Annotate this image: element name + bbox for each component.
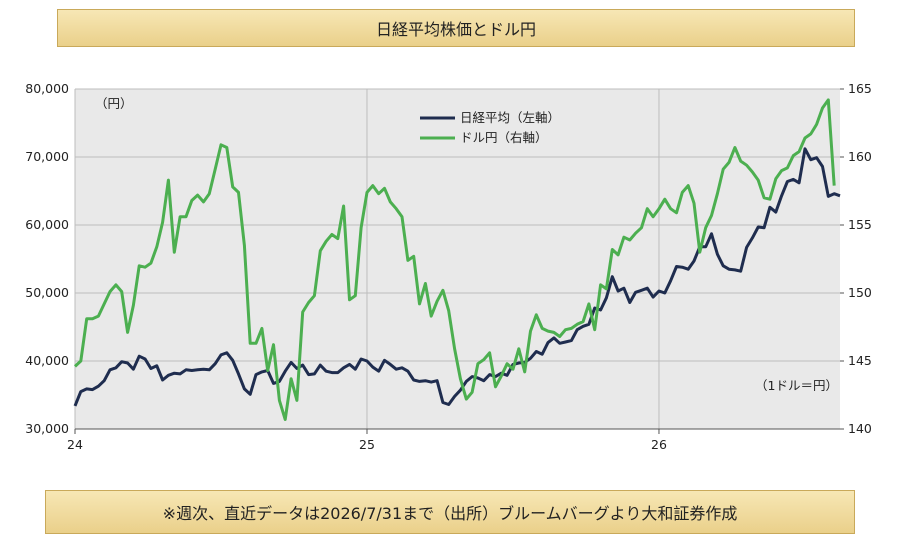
chart: 30,000 40,000 50,000 60,000 70,000 80,000 140… — [25, 81, 872, 452]
series-line-1 — [73, 147, 841, 407]
plot-background — [75, 89, 840, 429]
source-note: ※週次、直近データは2026/7/31まで（出所）ブルームバーグより大和証券作成 — [162, 504, 738, 523]
right-axis-unit-label: （1ドル＝円） — [755, 378, 838, 393]
left-tick-label: 80,000 — [25, 81, 69, 96]
left-tick-label: 30,000 — [25, 421, 69, 436]
right-tick-label: 145 — [848, 353, 872, 368]
left-tick-label: 50,000 — [25, 285, 69, 300]
series-line-2 — [73, 98, 836, 421]
legend-label-2: ドル円（右軸） — [460, 130, 548, 145]
x-tick-label: 26 — [651, 437, 667, 452]
left-tick-label: 60,000 — [25, 217, 69, 232]
x-tick-label: 25 — [359, 437, 375, 452]
left-axis-ticks: 30,000 40,000 50,000 60,000 70,000 80,000 — [25, 81, 69, 436]
left-axis-unit-label: （円） — [95, 96, 133, 111]
x-tick-label: 24 — [67, 437, 83, 452]
legend-label-1: 日経平均（左軸） — [460, 110, 560, 125]
legend: 日経平均（左軸） ドル円（右軸） — [420, 110, 560, 145]
left-tick-label: 40,000 — [25, 353, 69, 368]
left-tick-label: 70,000 — [25, 149, 69, 164]
chart-title: 日経平均株価とドル円 — [375, 20, 536, 39]
right-axis-ticks: 140 145 150 155 160 165 — [840, 81, 872, 436]
right-tick-label: 150 — [848, 285, 872, 300]
x-axis-ticks: 24 25 26 — [67, 428, 840, 452]
source-banner: ※週次、直近データは2026/7/31まで（出所）ブルームバーグより大和証券作成 — [45, 490, 855, 534]
right-tick-label: 140 — [848, 421, 872, 436]
right-tick-label: 165 — [848, 81, 872, 96]
series-layer — [73, 98, 841, 421]
title-banner: 日経平均株価とドル円 — [57, 9, 855, 47]
right-tick-label: 155 — [848, 217, 872, 232]
right-tick-label: 160 — [848, 149, 872, 164]
